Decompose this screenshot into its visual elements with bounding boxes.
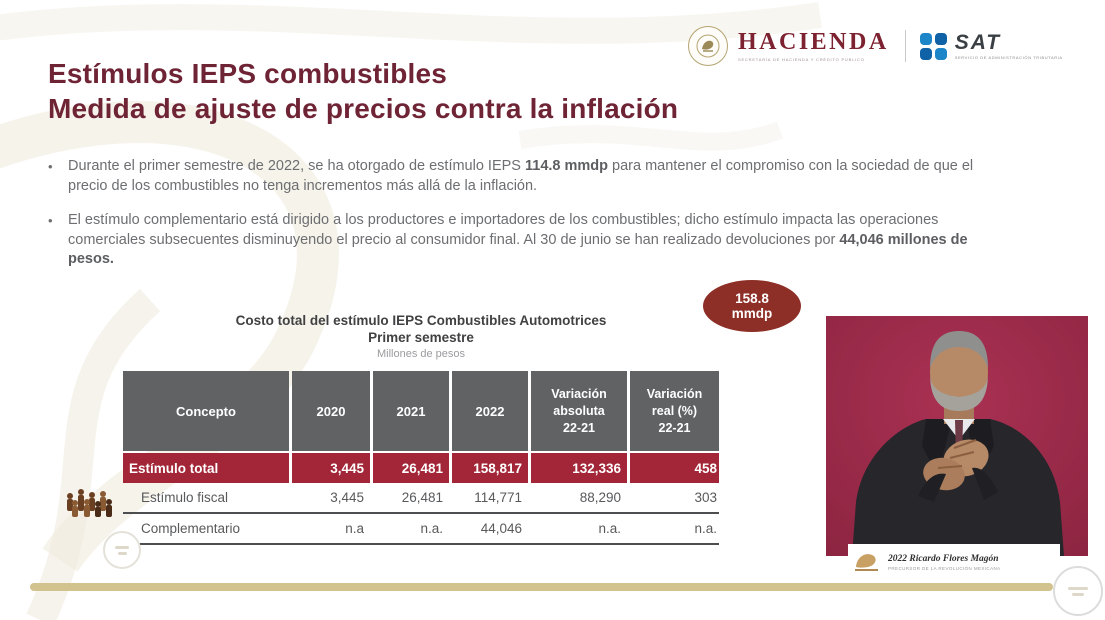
badge-value: 158.8 [735,291,769,306]
total-amount-badge: 158.8 mmdp [703,280,801,332]
cell-var-abs: n.a. [598,521,621,536]
table-title-block: Costo total del estímulo IEPS Combustibl… [123,313,719,360]
bullet-marker: • [48,213,53,228]
bullet-marker: • [48,159,53,174]
hacienda-wordmark: HACIENDA [738,29,889,55]
hacienda-subtitle: SECRETARÍA DE HACIENDA Y CRÉDITO PÚBLICO [738,57,865,62]
cell-var-real: 303 [694,490,717,505]
seal-watermark-bottom-right [1053,566,1103,616]
cell-var-real: n.a. [694,521,717,536]
cell-2020: 3,445 [330,490,364,505]
table-subtitle: Primer semestre [368,330,474,345]
bottom-rule [30,583,1053,591]
title-line-2: Medida de ajuste de precios contra la in… [48,93,679,124]
header-cell-concepto: Concepto [123,371,289,451]
header-cell-variacion-absoluta: Variación absoluta 22-21 [531,371,627,451]
page-title: Estímulos IEPS combustibles Medida de aj… [48,56,678,126]
table-row-complementario: Complementario n.a n.a. 44,046 n.a. n.a. [123,514,719,545]
bullet-item: • El estímulo complementario está dirigi… [48,211,1010,270]
hacienda-eagle-seal-icon [688,26,728,66]
cell-2021: 26,481 [401,490,443,505]
row-label: Estímulo total [123,453,289,483]
row-label: Estímulo fiscal [141,490,229,505]
header-cell-2020: 2020 [292,371,370,451]
sat-logo: SAT SERVICIO DE ADMINISTRACIÓN TRIBUTARI… [919,30,1063,60]
table-units: Millones de pesos [376,348,466,360]
cell-var-real: 458 [630,453,719,483]
header-cell-2022: 2022 [452,371,528,451]
crowd-of-people-icon [67,489,112,517]
cell-2022: 158,817 [452,453,528,483]
badge-unit: mmdp [731,306,773,321]
sat-squares-icon [919,32,947,60]
bullet-item: • Durante el primer semestre de 2022, se… [48,157,1010,196]
sat-wordmark: SAT [954,30,1002,54]
table-header-row: Concepto 2020 2021 2022 Variación absolut… [123,371,719,451]
cell-var-abs: 132,336 [531,453,627,483]
header-cell-2021: 2021 [373,371,449,451]
gobierno-banner: 2022 Ricardo Flores Magón PRECURSOR DE L… [848,544,1060,580]
table-title: Costo total del estímulo IEPS Combustibl… [235,313,607,328]
cell-var-abs: 88,290 [579,490,621,505]
government-logos: HACIENDA SECRETARÍA DE HACIENDA Y CRÉDIT… [688,26,1063,66]
bullet-text: El estímulo complementario está dirigido… [68,212,968,267]
cell-2022: 114,771 [474,490,522,505]
cell-2021: 26,481 [373,453,449,483]
banner-year-text: 2022 Ricardo Flores Magón [888,553,999,564]
header-cell-variacion-real: Variación real (%) 22-21 [630,371,719,451]
cell-2022: 44,046 [480,521,522,536]
cell-2020: n.a [345,521,364,536]
bullet-text: Durante el primer semestre de 2022, se h… [68,158,974,194]
table-row-estimulo-fiscal: Estímulo fiscal 3,445 26,481 114,771 88,… [123,483,719,514]
table-row-estimulo-total: Estímulo total 3,445 26,481 158,817 132,… [123,453,719,483]
ieps-cost-table: Concepto 2020 2021 2022 Variación absolut… [123,371,719,545]
sat-subtitle: SERVICIO DE ADMINISTRACIÓN TRIBUTARIA [954,54,1063,60]
cell-2021: n.a. [420,521,443,536]
title-line-1: Estímulos IEPS combustibles [48,58,448,89]
seal-watermark-left [103,531,141,569]
banner-caption-text: PRECURSOR DE LA REVOLUCIÓN MEXICANA [888,565,1001,571]
banner-eagle-icon [855,554,878,571]
row-label: Complementario [141,521,241,536]
hacienda-logo: HACIENDA SECRETARÍA DE HACIENDA Y CRÉDIT… [688,26,889,66]
bullet-list: • Durante el primer semestre de 2022, se… [48,157,1010,285]
logo-divider [904,30,906,62]
cell-2020: 3,445 [292,453,370,483]
sign-language-interpreter-video [826,316,1088,556]
